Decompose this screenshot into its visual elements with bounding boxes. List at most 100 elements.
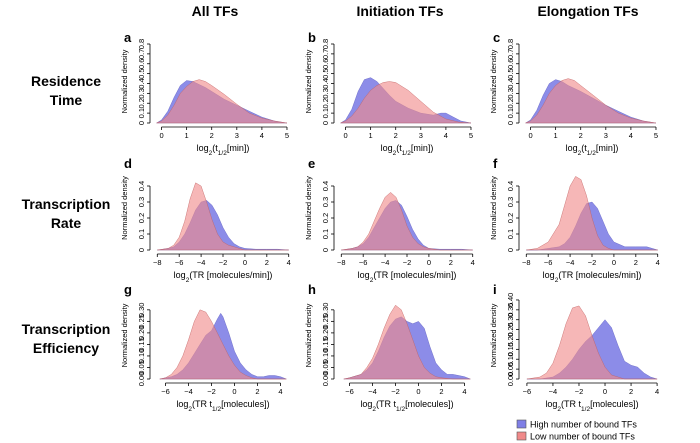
x-axis-label: log2​(TR t1/2​[molecules]) bbox=[360, 399, 453, 413]
y-tick-label: 0.3 bbox=[506, 197, 515, 207]
density-low-bound-tfs bbox=[525, 78, 657, 124]
x-tick-label: −6 bbox=[345, 387, 354, 396]
x-tick-label: 0 bbox=[528, 131, 532, 140]
x-tick-label: 2 bbox=[449, 258, 453, 267]
x-tick-label: −2 bbox=[219, 258, 228, 267]
x-tick-label: 4 bbox=[260, 131, 264, 140]
x-tick-label: 4 bbox=[655, 387, 659, 396]
y-tick-label: 0.20 bbox=[137, 326, 146, 341]
y-tick-label: 0.4 bbox=[137, 181, 146, 191]
x-tick-label: 2 bbox=[439, 387, 443, 396]
y-axis-label: Normalized density bbox=[120, 176, 129, 240]
y-tick-label: 0.8 bbox=[506, 39, 515, 49]
panel-letter: e bbox=[308, 156, 315, 171]
x-tick-label: 0 bbox=[427, 258, 431, 267]
row-title: Time bbox=[50, 92, 83, 108]
x-tick-label: −2 bbox=[403, 258, 412, 267]
y-tick-label: 0 bbox=[506, 248, 515, 252]
row-title: Efficiency bbox=[33, 340, 99, 356]
panel-letter: g bbox=[124, 282, 132, 297]
y-tick-label: 0.20 bbox=[506, 332, 515, 347]
x-tick-label: 0 bbox=[243, 258, 247, 267]
y-tick-label: 0.8 bbox=[137, 39, 146, 49]
y-axis-label: Normalized density bbox=[120, 49, 129, 113]
y-tick-label: 0.3 bbox=[137, 197, 146, 207]
x-tick-label: 4 bbox=[444, 131, 448, 140]
x-tick-label: −6 bbox=[175, 258, 184, 267]
y-tick-label: 0.15 bbox=[137, 337, 146, 352]
density-low-bound-tfs bbox=[159, 309, 287, 380]
y-tick-label: 0.05 bbox=[137, 360, 146, 375]
y-tick-label: 0.3 bbox=[137, 88, 146, 98]
y-tick-label: 0 bbox=[321, 248, 330, 252]
y-tick-label: 0.10 bbox=[506, 352, 515, 367]
panel-c: c 0 0.10.20.30.40.50.60.70.8 Normalized den… bbox=[489, 30, 658, 157]
row-title: Transcription bbox=[22, 196, 111, 212]
x-tick-label: −6 bbox=[544, 258, 553, 267]
panel-letter: a bbox=[124, 30, 132, 45]
x-tick-label: 4 bbox=[287, 258, 291, 267]
panel-a: a 0 0.10.20.30.40.50.60.70.8 Normalized den… bbox=[120, 30, 289, 157]
column-title: Initiation TFs bbox=[356, 3, 443, 19]
panel-letter: i bbox=[493, 282, 497, 297]
x-axis-label: log2​(TR t1/2​[molecules]) bbox=[545, 399, 638, 413]
y-tick-label: 0.1 bbox=[137, 108, 146, 118]
x-axis-label: log2​(TR [molecules/min]) bbox=[358, 270, 457, 284]
x-tick-label: −8 bbox=[153, 258, 162, 267]
y-tick-label: 0.00 bbox=[506, 372, 515, 387]
x-axis-label: log2​(TR t1/2​[molecules]) bbox=[176, 399, 269, 413]
x-tick-label: 1 bbox=[185, 131, 189, 140]
legend-label-low: Low number of bound TFs bbox=[530, 432, 635, 442]
y-tick-label: 0.05 bbox=[506, 362, 515, 377]
x-axis-label: log2​(TR [molecules/min]) bbox=[174, 270, 273, 284]
x-tick-label: −8 bbox=[337, 258, 346, 267]
x-axis-label: log2​(t1/2​[min]) bbox=[566, 143, 619, 157]
x-tick-label: −6 bbox=[359, 258, 368, 267]
x-tick-label: −4 bbox=[549, 387, 558, 396]
panel-f: f 0 0.1 0.2 0.3 0.4 Normalized density −8 −6 −4 −2… bbox=[489, 156, 660, 284]
y-tick-label: 0.4 bbox=[506, 181, 515, 191]
y-tick-label: 0.4 bbox=[321, 78, 330, 88]
y-tick-label: 0.6 bbox=[321, 59, 330, 69]
x-tick-label: −6 bbox=[161, 387, 170, 396]
x-tick-label: 3 bbox=[604, 131, 608, 140]
x-tick-label: 5 bbox=[285, 131, 289, 140]
y-tick-label: 0.3 bbox=[321, 197, 330, 207]
density-low-bound-tfs bbox=[526, 176, 658, 251]
x-tick-label: 4 bbox=[278, 387, 282, 396]
y-tick-label: 0.30 bbox=[321, 303, 330, 318]
x-tick-label: 4 bbox=[629, 131, 633, 140]
legend: High number of bound TFs Low number of bo… bbox=[516, 419, 637, 442]
y-tick-label: 0.1 bbox=[506, 108, 515, 118]
density-low-bound-tfs bbox=[341, 192, 473, 251]
column-title: All TFs bbox=[192, 3, 239, 19]
y-tick-label: 0.4 bbox=[321, 181, 330, 191]
x-tick-label: 1 bbox=[554, 131, 558, 140]
panel-g: g 0.000.050.100.150.200.250.30 Normalized … bbox=[120, 282, 287, 413]
y-tick-label: 0.7 bbox=[506, 49, 515, 59]
x-tick-label: −2 bbox=[207, 387, 216, 396]
x-tick-label: 2 bbox=[210, 131, 214, 140]
y-tick-label: 0.00 bbox=[321, 372, 330, 387]
y-tick-label: 0.5 bbox=[506, 68, 515, 78]
x-tick-label: 2 bbox=[265, 258, 269, 267]
y-tick-label: 0 bbox=[506, 121, 515, 125]
x-tick-label: 2 bbox=[629, 387, 633, 396]
panel-letter: h bbox=[308, 282, 316, 297]
panel-e: e 0 0.1 0.2 0.3 0.4 Normalized density −8 −6 −4 −2… bbox=[304, 156, 475, 284]
row-title: Rate bbox=[51, 215, 82, 231]
legend-swatch-high bbox=[516, 419, 527, 429]
x-tick-label: −4 bbox=[381, 258, 390, 267]
y-tick-label: 0 bbox=[137, 121, 146, 125]
y-tick-label: 0.3 bbox=[321, 88, 330, 98]
density-low-bound-tfs bbox=[340, 81, 472, 124]
x-tick-label: 5 bbox=[469, 131, 473, 140]
y-tick-label: 0.35 bbox=[506, 303, 515, 318]
panel-d: d 0 0.1 0.2 0.3 0.4 Normalized density −8 −6 −4 −2… bbox=[120, 156, 291, 284]
y-tick-label: 0.4 bbox=[137, 78, 146, 88]
x-tick-label: 2 bbox=[394, 131, 398, 140]
y-tick-label: 0.5 bbox=[321, 68, 330, 78]
y-tick-label: 0.2 bbox=[321, 98, 330, 108]
x-tick-label: −4 bbox=[368, 387, 377, 396]
density-low-bound-tfs bbox=[343, 304, 471, 380]
